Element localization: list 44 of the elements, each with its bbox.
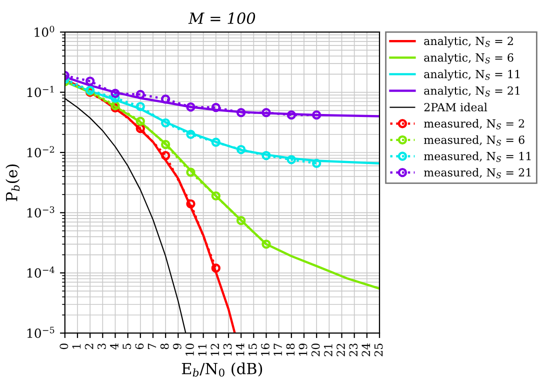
x-tick-label: 25 — [374, 344, 383, 356]
x-tick-label: 24 — [362, 343, 370, 356]
x-tick-label: 18 — [286, 344, 295, 356]
y-axis-title: P$_{b}$(e) — [6, 164, 20, 202]
legend-label: analytic, N$_{S}$ = 21 — [424, 86, 520, 98]
legend-label: analytic, N$_{S}$ = 11 — [424, 70, 520, 81]
y-tick-label: 10$^{−4}$ — [27, 266, 54, 278]
x-tick-label: 19 — [298, 344, 308, 356]
legend-label: measured, N$_{S}$ = 6 — [424, 135, 524, 146]
x-tick-label: 14 — [236, 343, 244, 356]
y-tick-label: 10$^{0}$ — [34, 26, 54, 37]
legend-label: 2PAM ideal — [424, 102, 488, 112]
y-tick-label: 10$^{−1}$ — [27, 86, 54, 98]
legend-label: measured, N$_{S}$ = 11 — [424, 152, 531, 162]
x-tick-label: 17 — [274, 344, 282, 356]
x-tick-label: 9 — [172, 344, 182, 350]
x-tick-label: 3 — [97, 344, 106, 350]
x-tick-label: 16 — [261, 344, 270, 356]
x-tick-label: 15 — [248, 344, 257, 356]
x-tick-label: 11 — [198, 344, 206, 356]
x-tick-label: 13 — [223, 344, 232, 356]
x-tick-label: 20 — [311, 344, 320, 356]
x-axis-title: E$_{b}$/N$_{0}$ (dB) — [182, 362, 262, 377]
legend-label: analytic, N$_{S}$ = 2 — [424, 36, 513, 48]
x-tick-label: 4 — [110, 343, 118, 350]
x-tick-label: 22 — [336, 344, 345, 356]
legend-label: analytic, N$_{S}$ = 6 — [424, 53, 514, 64]
x-tick-label: 0 — [60, 344, 68, 350]
y-tick-label: 10$^{−2}$ — [27, 146, 54, 158]
x-tick-label: 21 — [324, 344, 332, 356]
x-tick-label: 6 — [135, 344, 144, 350]
x-tick-label: 7 — [148, 344, 156, 349]
y-tick-label: 10$^{−5}$ — [27, 326, 54, 338]
x-tick-label: 10 — [186, 344, 194, 356]
chart-title: M = 100 — [188, 12, 256, 24]
x-tick-label: 2 — [84, 344, 94, 350]
x-tick-label: 8 — [160, 344, 169, 350]
x-tick-label: 23 — [349, 344, 358, 356]
x-tick-label: 12 — [210, 344, 219, 356]
x-tick-label: 5 — [122, 344, 132, 349]
y-tick-label: 10$^{−3}$ — [27, 206, 54, 218]
legend-label: measured, N$_{S}$ = 21 — [424, 168, 531, 178]
legend-label: measured, N$_{S}$ = 2 — [424, 119, 524, 130]
x-tick-label: 1 — [72, 344, 81, 349]
